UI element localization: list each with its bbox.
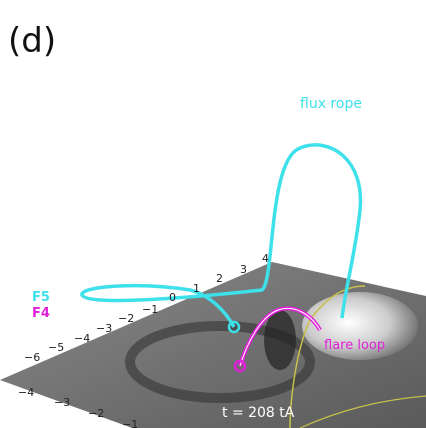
tick-label: −2 xyxy=(118,312,134,325)
tick-label: 0 xyxy=(169,291,176,304)
label: flux rope xyxy=(300,96,362,112)
tick-label: 3 xyxy=(240,263,247,276)
tick-label: −6 xyxy=(24,351,40,364)
tick-label: −3 xyxy=(96,322,112,335)
label: t = 208 tA xyxy=(222,405,295,421)
tick-label: −4 xyxy=(74,332,90,345)
label: F5 xyxy=(32,290,50,305)
tick-label: −3 xyxy=(54,396,70,409)
tick-label: 2 xyxy=(216,272,223,285)
tick-label: −1 xyxy=(122,418,138,428)
dark-region xyxy=(264,310,296,370)
tick-label: −4 xyxy=(18,386,34,399)
panel-label: (d) xyxy=(8,21,56,61)
label: flare loop xyxy=(324,338,385,353)
tick-label: 1 xyxy=(193,282,200,295)
tick-label: −2 xyxy=(88,407,104,420)
tick-label: −1 xyxy=(142,303,158,316)
tick-label: 4 xyxy=(262,252,269,265)
figure: (d) flux rope F5 F4 flare loop t = 208 t… xyxy=(0,0,426,428)
tick-label: −5 xyxy=(48,341,64,354)
label: F4 xyxy=(32,306,50,321)
